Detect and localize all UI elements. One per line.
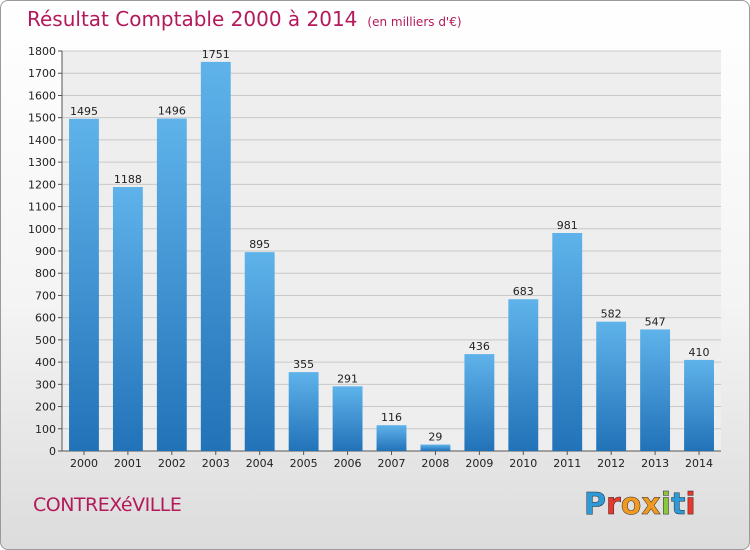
- x-tick-label: 2014: [685, 457, 713, 470]
- data-label: 291: [337, 372, 358, 385]
- y-tick-label: 1600: [28, 89, 56, 102]
- bar: [464, 354, 495, 451]
- x-tick-label: 2013: [641, 457, 669, 470]
- y-tick-label: 900: [35, 245, 56, 258]
- y-tick-label: 1800: [28, 45, 56, 58]
- x-tick-label: 2004: [246, 457, 274, 470]
- data-label: 116: [381, 411, 402, 424]
- data-label: 355: [293, 358, 314, 371]
- bar: [200, 61, 231, 452]
- logo-letter: i: [685, 487, 696, 523]
- y-tick-label: 500: [35, 334, 56, 347]
- y-tick-label: 0: [49, 445, 56, 458]
- city-name: CONTREXéVILLE: [33, 494, 182, 516]
- x-tick-label: 2010: [509, 457, 537, 470]
- x-tick-label: 2007: [378, 457, 406, 470]
- y-tick-label: 600: [35, 312, 56, 325]
- y-tick-label: 1500: [28, 112, 56, 125]
- data-label: 547: [645, 315, 666, 328]
- y-tick-label: 1200: [28, 178, 56, 191]
- x-tick-label: 2012: [597, 457, 625, 470]
- bar: [508, 299, 539, 451]
- bar: [244, 252, 275, 451]
- y-tick-label: 1000: [28, 223, 56, 236]
- y-tick-label: 200: [35, 401, 56, 414]
- chart-subtitle: (en milliers d'€): [367, 15, 462, 29]
- x-tick-label: 2011: [553, 457, 581, 470]
- data-label: 1751: [202, 48, 230, 61]
- bar: [420, 444, 451, 451]
- x-tick-label: 2008: [421, 457, 449, 470]
- bar: [156, 118, 187, 452]
- y-tick-label: 700: [35, 289, 56, 302]
- data-label: 1188: [114, 173, 142, 186]
- logo-letter: r: [606, 487, 621, 523]
- data-label: 1496: [158, 105, 186, 118]
- logo-letter: t: [671, 487, 686, 523]
- logo-letter: o: [620, 487, 642, 523]
- data-label: 683: [513, 285, 534, 298]
- y-tick-label: 100: [35, 423, 56, 436]
- x-tick-label: 2005: [290, 457, 318, 470]
- y-tick-label: 1100: [28, 201, 56, 214]
- bar: [288, 372, 319, 451]
- y-tick-label: 1300: [28, 156, 56, 169]
- bar: [112, 187, 143, 451]
- data-label: 410: [689, 346, 710, 359]
- y-tick-label: 1400: [28, 134, 56, 147]
- bar: [376, 425, 407, 451]
- x-tick-label: 2003: [202, 457, 230, 470]
- logo-letter: x: [641, 487, 661, 523]
- y-tick-label: 300: [35, 378, 56, 391]
- proxiti-logo: Proxiti: [584, 487, 696, 523]
- chart-title: Résultat Comptable 2000 à 2014 (en millie…: [27, 7, 462, 31]
- data-label: 895: [249, 238, 270, 251]
- logo-letter: i: [660, 487, 672, 523]
- y-tick-label: 1700: [28, 67, 56, 80]
- bar: [640, 329, 671, 451]
- bar: [684, 359, 714, 451]
- data-label: 1495: [70, 105, 98, 118]
- x-tick-label: 2006: [334, 457, 362, 470]
- bar: [69, 118, 99, 452]
- bar: [332, 386, 363, 451]
- data-label: 436: [469, 340, 490, 353]
- data-label: 981: [557, 219, 578, 232]
- data-label: 582: [601, 308, 622, 321]
- chart-title-main: Résultat Comptable 2000 à 2014: [27, 7, 358, 31]
- y-tick-label: 400: [35, 356, 56, 369]
- x-tick-label: 2000: [70, 457, 98, 470]
- y-tick-label: 800: [35, 267, 56, 280]
- data-label: 29: [428, 431, 442, 444]
- x-tick-label: 2009: [465, 457, 493, 470]
- bar: [596, 321, 627, 451]
- bar: [552, 233, 583, 451]
- logo-letter: P: [584, 487, 607, 523]
- x-tick-label: 2001: [114, 457, 142, 470]
- x-tick-label: 2002: [158, 457, 186, 470]
